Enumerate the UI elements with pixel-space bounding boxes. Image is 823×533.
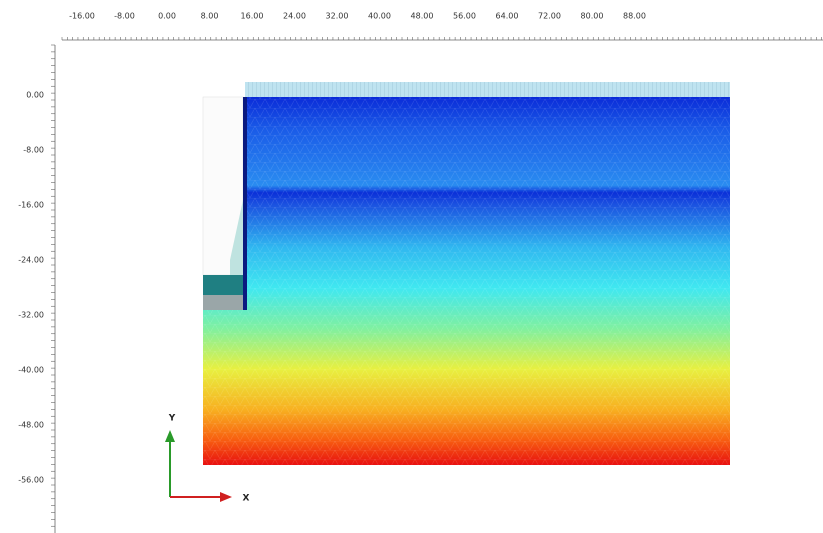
top-ruler-label: 56.00 xyxy=(453,12,476,21)
left-ruler-label: -24.00 xyxy=(18,256,44,265)
left-ruler-label: -8.00 xyxy=(23,146,44,155)
top-ruler-label: 48.00 xyxy=(411,12,434,21)
top-ruler-label: -8.00 xyxy=(114,12,135,21)
strut-layer xyxy=(203,275,243,295)
top-ruler-label: 32.00 xyxy=(326,12,349,21)
x-axis-label: X xyxy=(243,494,250,504)
top-ruler-label: 80.00 xyxy=(581,12,604,21)
excavation-slope xyxy=(230,200,243,275)
top-ruler-label: 88.00 xyxy=(623,12,646,21)
left-ruler-label: -16.00 xyxy=(18,201,44,210)
base-layer xyxy=(203,295,243,310)
top-ruler-label: 24.00 xyxy=(283,12,306,21)
left-ruler-label: -56.00 xyxy=(18,476,44,485)
left-ruler-label: -40.00 xyxy=(18,366,44,375)
top-ruler-label: 16.00 xyxy=(241,12,264,21)
surface-layer xyxy=(245,82,730,97)
left-ruler-label: -32.00 xyxy=(18,311,44,320)
top-ruler-label: 40.00 xyxy=(368,12,391,21)
axis-arrows: Y X xyxy=(165,414,250,504)
rulers: -16.00 -8.00 0.00 8.00 16.00 24.00 32.00 40.00 4… xyxy=(18,12,823,533)
top-ruler-label: -16.00 xyxy=(69,12,95,21)
top-ruler-label: 64.00 xyxy=(496,12,519,21)
y-axis-label: Y xyxy=(168,414,176,424)
top-ruler-label: 0.00 xyxy=(158,12,176,21)
left-ruler-label: -48.00 xyxy=(18,421,44,430)
top-ruler-label: 8.00 xyxy=(201,12,219,21)
left-ruler-label: 0.00 xyxy=(26,91,44,100)
x-arrow-head xyxy=(220,492,232,502)
y-arrow-head xyxy=(165,430,175,442)
mesh xyxy=(203,97,730,465)
retaining-wall xyxy=(243,97,247,310)
model xyxy=(202,82,730,465)
top-ruler-label: 72.00 xyxy=(538,12,561,21)
